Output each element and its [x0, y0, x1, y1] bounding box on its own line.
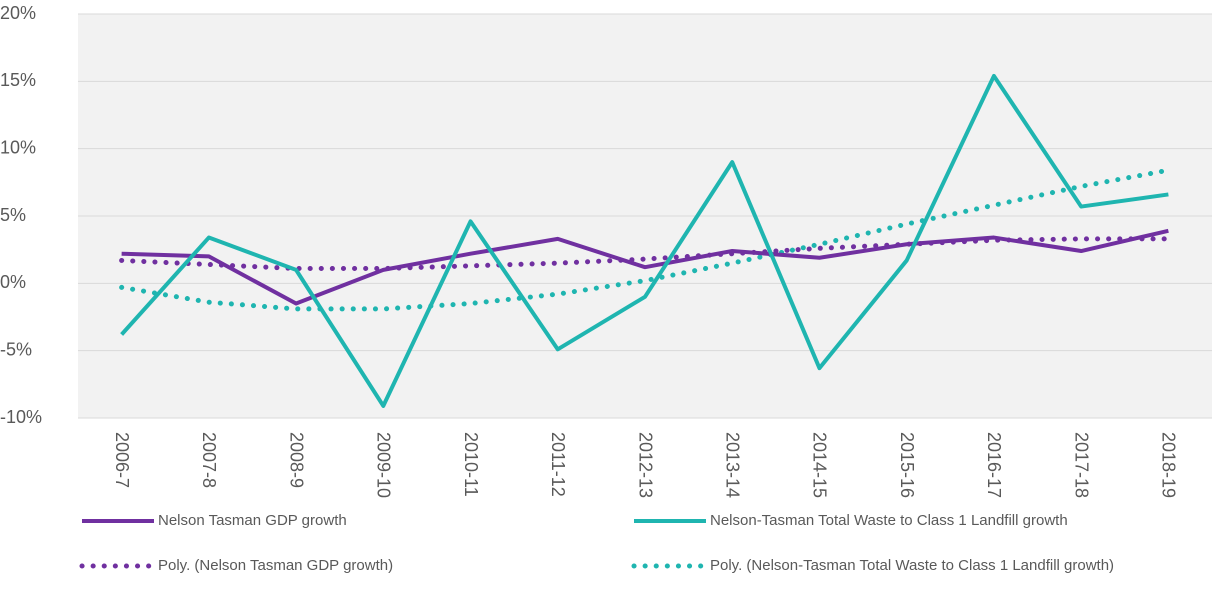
x-tick-label: 2016-17	[984, 432, 1004, 498]
series-line	[119, 236, 1171, 272]
x-tick-label: 2017-18	[1071, 432, 1091, 498]
legend-label: Poly. (Nelson Tasman GDP growth)	[158, 557, 393, 574]
x-tick-label: 2009-10	[374, 432, 394, 498]
series-line	[119, 167, 1171, 312]
x-tick-label: 2011-12	[548, 432, 568, 497]
y-tick-label: 20%	[0, 3, 36, 23]
x-tick-label: 2014-15	[810, 432, 830, 498]
legend-label: Nelson-Tasman Total Waste to Class 1 Lan…	[710, 512, 1068, 529]
x-tick-label: 2012-13	[635, 432, 655, 498]
y-tick-label: 0%	[0, 272, 26, 292]
y-tick-label: 15%	[0, 70, 36, 90]
y-tick-label: 5%	[0, 205, 26, 225]
x-tick-label: 2008-9	[286, 432, 306, 488]
y-tick-label: -5%	[0, 339, 32, 359]
x-tick-label: 2015-16	[897, 432, 917, 498]
series-line	[120, 73, 1169, 408]
x-tick-label: 2013-14	[722, 432, 742, 498]
legend-label: Poly. (Nelson-Tasman Total Waste to Clas…	[710, 557, 1114, 574]
x-tick-label: 2010-11	[461, 432, 481, 497]
y-tick-label: -10%	[0, 407, 42, 427]
x-tick-label: 2018-19	[1159, 432, 1179, 498]
legend-label: Nelson Tasman GDP growth	[158, 512, 347, 529]
series-line	[121, 228, 1169, 306]
x-tick-label: 2006-7	[112, 432, 132, 488]
y-tick-label: 10%	[0, 137, 36, 157]
x-tick-label: 2007-8	[199, 432, 219, 488]
